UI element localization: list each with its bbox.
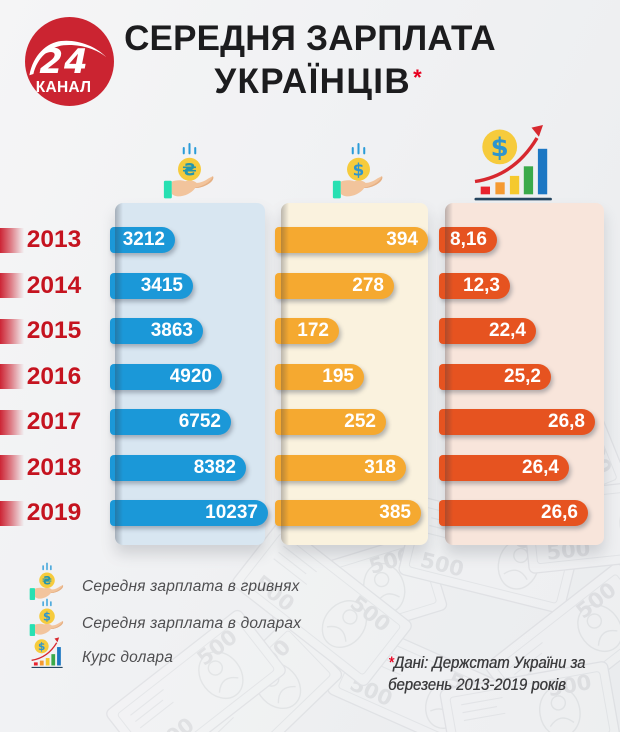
bar-2018-series-2: 26,4 xyxy=(439,454,569,481)
year-ribbon xyxy=(0,364,24,389)
legend-label-dollar: Середня зарплата в доларах xyxy=(82,615,302,632)
bar-2013-series-0: 3212 xyxy=(110,227,175,253)
bar-2017-series-2: 26,8 xyxy=(439,409,595,435)
year-label: 2017 xyxy=(26,408,82,435)
year-label: 2016 xyxy=(26,362,82,390)
growth-chart-icon xyxy=(472,123,554,203)
channel-24-logo: 24 КАНАЛ xyxy=(25,17,114,106)
legend-label-rate: Курс долара xyxy=(82,649,174,666)
panel-left-crease-1 xyxy=(281,203,289,545)
title-asterisk: * xyxy=(413,65,422,90)
page-title: СЕРЕДНЯ ЗАРПЛАТА УКРАЇНЦІВ* xyxy=(0,19,620,101)
title-line2: УКРАЇНЦІВ xyxy=(214,62,412,101)
year-label: 2014 xyxy=(26,271,82,299)
title-line1: СЕРЕДНЯ ЗАРПЛАТА xyxy=(124,19,496,58)
year-label: 2019 xyxy=(26,499,82,526)
logo-swoosh xyxy=(29,40,107,76)
bar-2013-series-2: 8,16 xyxy=(439,227,497,253)
hand-hryvnia-coin-icon: ₴ xyxy=(163,143,215,200)
bar-2015-series-0: 3863 xyxy=(110,318,203,344)
bar-2019-series-1: 385 xyxy=(275,500,421,526)
year-label: 2015 xyxy=(26,317,82,344)
bar-2014-series-1: 278 xyxy=(275,272,394,299)
bar-2014-series-2: 12,3 xyxy=(439,272,510,299)
bar-2017-series-0: 6752 xyxy=(110,409,231,435)
logo-channel-word: КАНАЛ xyxy=(36,79,92,96)
panel-left-crease-0 xyxy=(115,203,123,545)
bar-2017-series-1: 252 xyxy=(275,409,386,435)
panel-left-crease-2 xyxy=(445,203,453,545)
bar-2019-series-0: 10237 xyxy=(110,500,268,526)
bar-2016-series-1: 195 xyxy=(275,363,364,390)
year-ribbon xyxy=(0,273,24,298)
hand-dollar-coin-icon: $ xyxy=(332,143,384,200)
svg-text:$: $ xyxy=(353,159,365,179)
svg-text:₴: ₴ xyxy=(182,159,196,179)
bar-2018-series-0: 8382 xyxy=(110,454,246,481)
footnote-asterisk: * xyxy=(388,654,394,672)
year-label: 2013 xyxy=(26,226,82,253)
year-ribbon xyxy=(0,227,24,253)
bar-2015-series-2: 22,4 xyxy=(439,318,536,344)
growth-chart-icon xyxy=(30,636,64,669)
footnote-line2: березень 2013-2019 років xyxy=(388,676,566,694)
legend-label-hryvnia: Середня зарплата в гривнях xyxy=(82,578,300,595)
svg-text:$: $ xyxy=(43,609,51,623)
bar-2019-series-2: 26,6 xyxy=(439,500,588,526)
logo-number: 24 xyxy=(39,42,88,82)
footnote-line1: Дані: Держстат України за xyxy=(393,654,586,672)
bar-2013-series-1: 394 xyxy=(275,227,428,253)
hand-hryvnia-coin-icon: ₴ xyxy=(29,562,64,601)
bar-2014-series-0: 3415 xyxy=(110,272,193,299)
year-ribbon xyxy=(0,500,24,526)
hand-dollar-coin-icon: $ xyxy=(29,598,64,637)
data-source-footnote: *Дані: Держстат України за березень 2013… xyxy=(388,652,585,696)
year-ribbon xyxy=(0,318,24,344)
bar-2016-series-2: 25,2 xyxy=(439,363,551,390)
svg-text:₴: ₴ xyxy=(42,573,52,587)
year-ribbon xyxy=(0,409,24,435)
year-ribbon xyxy=(0,455,24,480)
bar-2015-series-1: 172 xyxy=(275,318,339,344)
bar-2016-series-0: 4920 xyxy=(110,363,222,390)
year-label: 2018 xyxy=(26,453,82,481)
bar-2018-series-1: 318 xyxy=(275,454,406,481)
